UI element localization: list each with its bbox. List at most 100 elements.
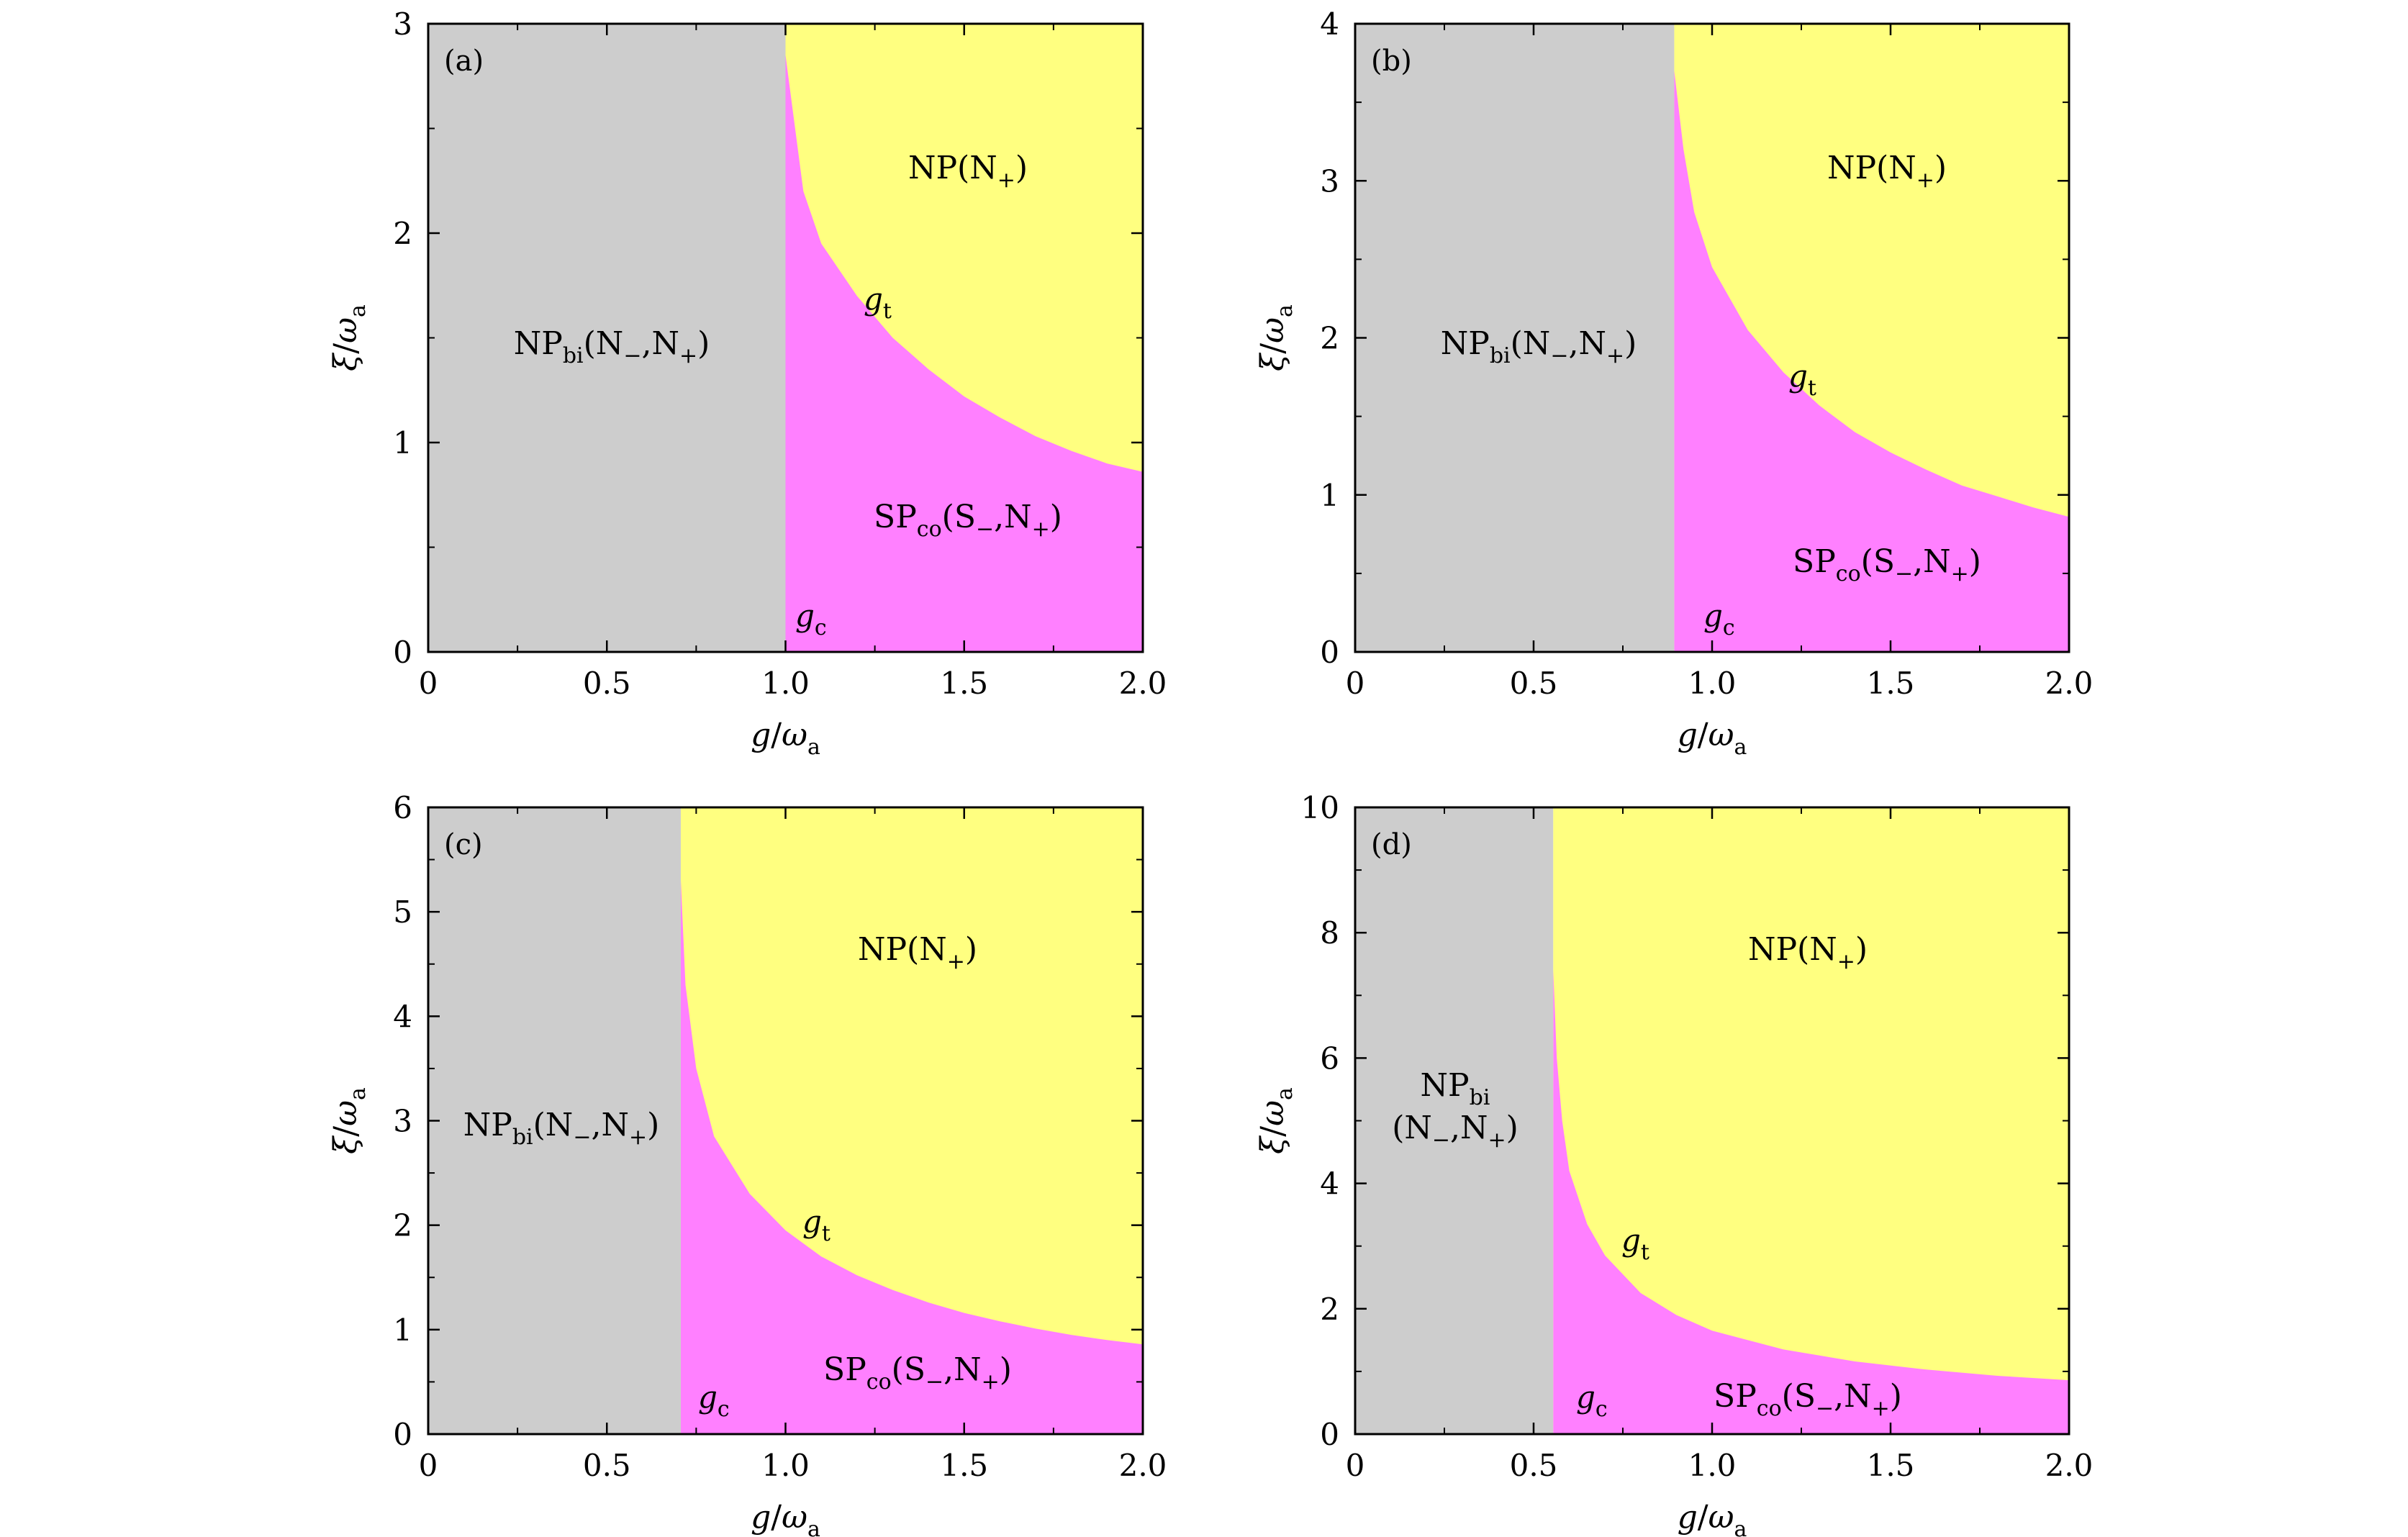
regions-group [428, 24, 1143, 652]
bi-main: NP [1421, 1067, 1470, 1104]
sp-rest: (S [892, 1351, 925, 1388]
label-superradiant-phase: SPco(S−,N+) [823, 1351, 1012, 1395]
x-label-sep: / [771, 717, 782, 753]
np-main: NP(N [1748, 931, 1837, 968]
sp-close: ) [1969, 543, 1981, 580]
y-tick-label: 1 [1320, 478, 1339, 513]
gt-var: g [864, 281, 883, 317]
np-main: NP(N [1827, 150, 1916, 186]
sp-main: SP [1714, 1378, 1757, 1415]
sp-minus: − [1816, 1396, 1834, 1421]
gt-sub: t [822, 1221, 830, 1246]
y-label-omega: ω [1254, 317, 1291, 343]
y-label-sub: a [1272, 1087, 1298, 1100]
x-tick-label: 0.5 [583, 666, 631, 701]
gt-sub: t [1641, 1240, 1649, 1265]
gc-var: g [795, 598, 815, 633]
bi-rest: (N [1392, 1110, 1432, 1146]
y-tick-label: 1 [393, 1312, 412, 1348]
sp-plus: + [982, 1369, 1000, 1395]
x-tick-label: 2.0 [1119, 1448, 1167, 1483]
region-superradiant-phase [785, 55, 1143, 652]
x-label-var: g [1678, 1499, 1698, 1536]
x-tick-label: 1.5 [940, 666, 988, 701]
bi-close: ) [1624, 325, 1637, 362]
y-tick-label: 6 [393, 790, 412, 825]
label-gc: gc [795, 598, 827, 640]
y-tick-label: 0 [1320, 1417, 1339, 1452]
y-tick-label: 4 [1320, 1166, 1339, 1202]
sp-minus: − [1895, 561, 1913, 586]
bi-plus: + [1488, 1128, 1506, 1153]
bi-rest: (N [533, 1107, 574, 1143]
y-axis-label-group: ξ/ωa [1254, 1087, 1298, 1154]
y-axis-label: ξ/ωa [1254, 1087, 1298, 1154]
sp-main: SP [823, 1351, 866, 1388]
x-label-sub: a [1734, 1517, 1747, 1537]
gt-var: g [1788, 358, 1808, 394]
y-tick-label: 0 [1320, 635, 1339, 670]
y-axis-label: ξ/ωa [327, 1087, 371, 1154]
bi-plus: + [629, 1125, 647, 1150]
bi-main: NP [463, 1107, 512, 1143]
region-bistable [1355, 24, 1675, 652]
y-tick-label: 0 [393, 635, 412, 670]
region-bistable [428, 24, 786, 652]
label-gt: gt [1788, 358, 1816, 401]
y-tick-label: 4 [393, 999, 412, 1034]
bi-sub: bi [1490, 343, 1511, 368]
np-plus: + [997, 168, 1015, 193]
y-tick-label: 2 [393, 1208, 412, 1243]
label-normal-phase: NP(N+) [1748, 931, 1868, 974]
y-tick-label: 5 [393, 894, 412, 930]
x-label-var: g [751, 1499, 771, 1536]
bi-mid: ,N [591, 1107, 629, 1143]
label-superradiant-phase: SPco(S−,N+) [874, 499, 1062, 542]
y-label-sub: a [345, 1087, 371, 1100]
x-tick-label: 0 [419, 1448, 438, 1483]
x-tick-label: 1.5 [1867, 1448, 1915, 1483]
label-gt: gt [802, 1204, 830, 1246]
y-label-sep: / [327, 1126, 364, 1137]
y-label-var: ξ [1254, 1135, 1291, 1154]
sp-sub: co [866, 1369, 892, 1395]
panel-label: (c) [444, 828, 483, 861]
bi-main: NP [514, 325, 563, 362]
sp-rest: (S [1861, 543, 1895, 580]
label-superradiant-phase: SPco(S−,N+) [1793, 543, 1981, 586]
panel-label: (a) [444, 45, 484, 78]
x-label-omega: ω [782, 1499, 807, 1536]
bi-minus: − [1550, 343, 1568, 368]
sp-plus: + [1951, 561, 1969, 586]
y-label-var: ξ [327, 352, 364, 371]
label-bistable-phase: NPbi(N−,N+) [514, 325, 710, 368]
x-tick-label: 2.0 [2045, 666, 2094, 701]
label-bistable-line1: NPbi [1421, 1067, 1490, 1110]
bi-close: ) [697, 325, 710, 362]
bi-mid: ,N [1450, 1110, 1488, 1146]
regions-group [1355, 807, 2069, 1434]
bi-sub: bi [512, 1125, 533, 1150]
y-tick-label: 2 [393, 216, 412, 251]
gc-var: g [1703, 598, 1723, 633]
y-tick-label: 1 [393, 425, 412, 461]
label-superradiant-phase: SPco(S−,N+) [1714, 1378, 1902, 1421]
np-plus: + [947, 949, 965, 974]
bi-plus: + [1606, 343, 1624, 368]
np-close: ) [1934, 150, 1947, 186]
label-gc: gc [1576, 1379, 1608, 1422]
bi-plus: + [679, 343, 697, 368]
y-tick-label: 2 [1320, 1292, 1339, 1327]
gc-sub: c [718, 1397, 730, 1422]
x-tick-label: 2.0 [1119, 666, 1167, 701]
sp-plus: + [1872, 1396, 1890, 1421]
gc-sub: c [1595, 1397, 1608, 1422]
x-label-var: g [751, 717, 771, 753]
x-tick-label: 0.5 [1510, 1448, 1558, 1483]
label-gc: gc [1703, 598, 1735, 640]
y-axis-label-group: ξ/ωa [327, 304, 371, 371]
y-label-omega: ω [327, 317, 364, 343]
gt-var: g [1621, 1223, 1641, 1258]
y-axis-label: ξ/ωa [1254, 304, 1298, 371]
x-label-omega: ω [782, 717, 807, 753]
